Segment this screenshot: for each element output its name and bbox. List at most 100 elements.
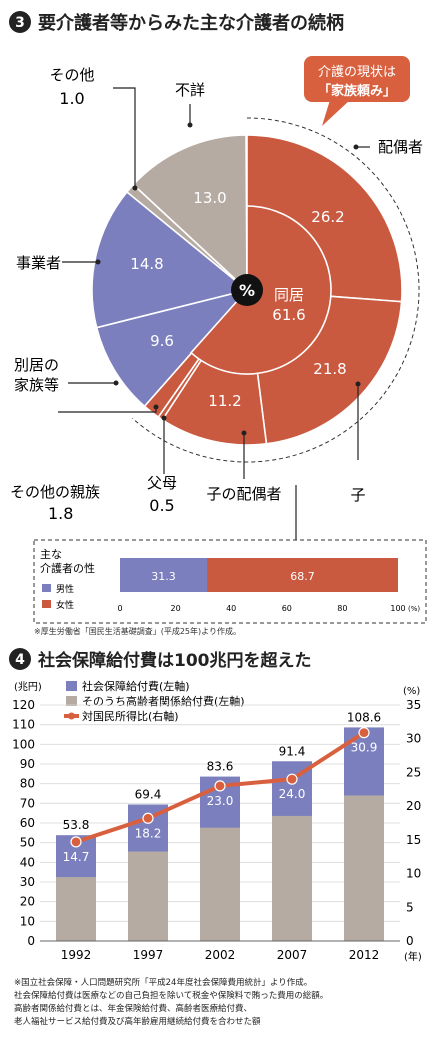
slice-value-haigusha: 26.2: [311, 208, 344, 226]
left-tick-10: 10: [20, 914, 35, 928]
gender-tick-20: 20: [171, 604, 181, 613]
bar-chart: 0 10 20 30 40 50 60 70 80 90 100 110 120 0 5 10 15 20 25 30…: [12, 698, 421, 962]
ratio-point-2012: [358, 727, 370, 739]
inner-value-doukyo: 61.6: [272, 306, 305, 324]
left-tick-40: 40: [20, 855, 35, 869]
leader-dot: [132, 185, 138, 191]
ratio-label-2002: 23.0: [207, 794, 234, 808]
label-jigyosha: 事業者: [16, 254, 61, 272]
center-percent-badge: [231, 274, 263, 306]
legend-total-label: 社会保障給付費(左軸): [82, 679, 190, 693]
left-tick-120: 120: [12, 698, 35, 712]
pie-leader-lines: [58, 87, 370, 540]
gender-bar-male: [120, 558, 208, 592]
pie-slice-6: [91, 190, 249, 329]
bar-total-label-2012: 108.6: [347, 710, 381, 724]
leader-dot: [355, 381, 361, 387]
left-axis-unit: (兆円): [14, 681, 42, 693]
left-tick-90: 90: [20, 757, 35, 771]
slice-value-ko: 21.8: [313, 360, 346, 378]
inner-label-doukyo: 同居: [274, 286, 304, 304]
left-tick-110: 110: [12, 718, 35, 732]
x-tick-2012: 2012: [349, 948, 380, 962]
ratio-label-1997: 18.2: [135, 826, 162, 840]
right-tick-10: 10: [406, 867, 421, 881]
gender-tick-100: 100: [390, 604, 405, 613]
section4-title: 社会保障給付費は100兆円を超えた: [37, 650, 312, 671]
legend-ratio-label: 対国民所得比(右軸): [82, 709, 179, 723]
value-sonota-shinzoku: 1.8: [48, 504, 73, 523]
x-tick-1992: 1992: [61, 948, 92, 962]
leader-dot: [113, 380, 119, 386]
slice-value-ko-no-haigusha: 11.2: [208, 392, 241, 410]
right-tick-15: 15: [406, 833, 421, 847]
bar-total-label-1992: 53.8: [63, 818, 90, 832]
legend-male-swatch: [42, 584, 51, 592]
value-sonota: 1.0: [59, 89, 84, 108]
left-tick-0: 0: [27, 934, 35, 948]
label-ko: 子: [350, 486, 365, 504]
ratio-point-1997: [142, 812, 154, 824]
leader-dot: [161, 415, 167, 421]
legend-elderly-swatch: [66, 696, 77, 706]
right-axis-unit: (%): [403, 686, 420, 697]
gender-axis-unit: (%): [408, 605, 420, 613]
section4-number: 4: [15, 652, 25, 668]
label-fusho: 不詳: [175, 81, 205, 99]
label-haigusha: 配偶者: [378, 138, 423, 156]
right-tick-20: 20: [406, 799, 421, 813]
section4-notes: ※国立社会保障・人口問題研究所「平成24年度社会保障費用統計」より作成。 社会保…: [14, 977, 328, 1027]
bar-elderly-1992: [56, 877, 96, 941]
legend-elderly-label: そのうち高齢者関係給付費(左軸): [82, 694, 245, 708]
gender-tick-80: 80: [337, 604, 347, 613]
gender-tick-0: 0: [117, 604, 122, 613]
legend-female-swatch: [42, 600, 51, 608]
bar-elderly-2007: [272, 815, 312, 941]
label-sonota-shinzoku: その他の親族: [10, 483, 100, 501]
leader-dot: [95, 259, 101, 265]
leader-dots: [95, 122, 361, 436]
right-tick-30: 30: [406, 732, 421, 746]
callout-pointer: [322, 100, 350, 126]
pie-slice-5: [95, 288, 250, 408]
left-tick-60: 60: [20, 816, 35, 830]
ratio-point-1992: [70, 836, 82, 848]
note-line-2: 社会保障給付費は医療などの自己負担を除いて税金や保険料で賄った費用の総額。: [14, 990, 328, 1001]
note-line-1: ※国立社会保障・人口問題研究所「平成24年度社会保障費用統計」より作成。: [14, 977, 312, 988]
note-line-4: 老人福祉サービス給付費及び高年齢雇用継続給付費を合わせた額: [14, 1016, 261, 1027]
label-fubo: 父母: [147, 474, 177, 492]
ratio-label-2012: 30.9: [351, 741, 378, 755]
ratio-label-2007: 24.0: [279, 787, 306, 801]
leader-dot: [187, 122, 193, 128]
pie-slice-8: [132, 134, 248, 292]
label-ko-no-haigusha: 子の配偶者: [206, 485, 281, 503]
ratio-point-2002: [214, 780, 226, 792]
left-tick-80: 80: [20, 777, 35, 791]
x-tick-2007: 2007: [277, 948, 308, 962]
right-tick-35: 35: [406, 698, 421, 712]
bar-total-label-2007: 91.4: [279, 744, 306, 758]
gender-bar-female: [207, 558, 398, 592]
callout-line1: 介護の現状は: [318, 64, 396, 80]
year-unit: (年): [404, 950, 422, 963]
right-tick-25: 25: [406, 765, 421, 779]
right-tick-5: 5: [406, 900, 414, 914]
family-dashed-arc: [132, 117, 420, 463]
label-bekkyo-line1: 別居の: [14, 356, 59, 374]
bar-elderly-2002: [200, 827, 240, 941]
section3-number-badge: [9, 11, 31, 33]
gender-title-line1: 主な: [40, 548, 62, 561]
gender-bar-male-value: 31.3: [151, 570, 176, 583]
callout-bubble: [304, 56, 410, 102]
section3-source: ※厚生労働省「国民生活基礎調査」(平成25年)より作成。: [34, 626, 241, 636]
gender-bar-female-value: 68.7: [290, 570, 315, 583]
gender-tick-60: 60: [282, 604, 292, 613]
left-tick-30: 30: [20, 875, 35, 889]
leader-sonota-shinzoku: [58, 407, 157, 413]
slice-value-bekkyo: 9.6: [150, 332, 174, 350]
callout-line2: 「家族頼み」: [318, 83, 396, 99]
label-sonota: その他: [49, 66, 94, 84]
left-tick-70: 70: [20, 796, 35, 810]
bar-elderly-2012: [344, 795, 384, 941]
